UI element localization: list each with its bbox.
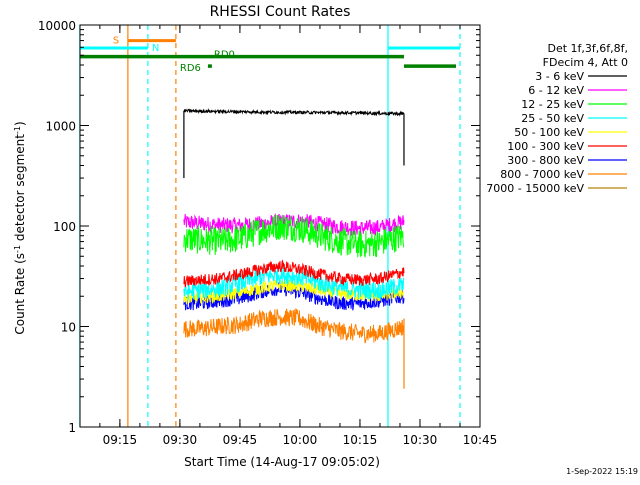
series-line — [183, 108, 405, 117]
orange-band-label: S — [113, 36, 119, 47]
series-line — [183, 213, 405, 237]
series-line — [183, 259, 405, 288]
legend-entry-label: 300 - 800 keV — [507, 154, 584, 167]
legend-entry-label: 800 - 7000 keV — [500, 168, 584, 181]
y-tick-label: 100 — [53, 220, 76, 234]
legend-entry-label: 7000 - 15000 keV — [486, 182, 584, 195]
y-tick-label: 1000 — [45, 120, 76, 134]
legend-entry-label: 100 - 300 keV — [507, 140, 584, 153]
legend-header: Det 1f,3f,6f,8f, — [547, 42, 628, 55]
y-tick-label: 1 — [68, 421, 76, 435]
footer-date: 1-Sep-2022 15:19 — [566, 467, 638, 476]
x-tick-label: 10:15 — [343, 433, 378, 447]
x-tick-label: 09:15 — [103, 433, 138, 447]
legend-layer: Det 1f,3f,6f,8f,FDecim 4, Att 03 - 6 keV… — [486, 42, 628, 195]
series-line — [183, 214, 405, 258]
x-tick-label: 09:45 — [223, 433, 258, 447]
x-tick-label: 10:00 — [283, 433, 318, 447]
legend-entry-label: 12 - 25 keV — [521, 98, 584, 111]
y-tick-label: 10 — [61, 321, 76, 335]
legend-entry-label: 3 - 6 keV — [535, 70, 584, 83]
legend-entry-label: 50 - 100 keV — [514, 126, 584, 139]
x-tick-label: 09:30 — [163, 433, 198, 447]
y-axis-label-superscript: -1 — [13, 126, 22, 134]
y-axis-label-part: detector segment — [13, 134, 27, 245]
legend-header: FDecim 4, Att 0 — [543, 56, 628, 69]
green-band-label: RD0 — [214, 50, 235, 61]
x-axis-label: Start Time (14-Aug-17 09:05:02) — [184, 455, 380, 469]
y-axis-label-part: Count Rate (s — [13, 253, 27, 335]
legend-entry-label: 6 - 12 keV — [528, 84, 584, 97]
legend-entry-label: 25 - 50 keV — [521, 112, 584, 125]
y-axis-label-part: ) — [13, 121, 27, 126]
x-tick-label: 10:30 — [403, 433, 438, 447]
overlay-layer: S N RD0 RD6 — [79, 25, 461, 427]
y-axis-label-superscript: -1 — [13, 245, 22, 253]
green-small-band-label: RD6 — [180, 63, 201, 74]
series-layer — [183, 108, 405, 389]
y-axis-label: Count Rate (s-1 detector segment-1) — [13, 121, 28, 334]
series-line — [183, 307, 405, 344]
y-tick-label: 10000 — [38, 19, 76, 33]
axes-layer: 1 10 100 1000 10000 09:15 09:30 09:45 10:00 10:15… — [38, 19, 497, 447]
series-line — [183, 266, 405, 301]
chart-title: RHESSI Count Rates — [210, 4, 351, 20]
x-tick-label: 10:45 — [463, 433, 498, 447]
cyan-band-label: N — [152, 43, 159, 54]
